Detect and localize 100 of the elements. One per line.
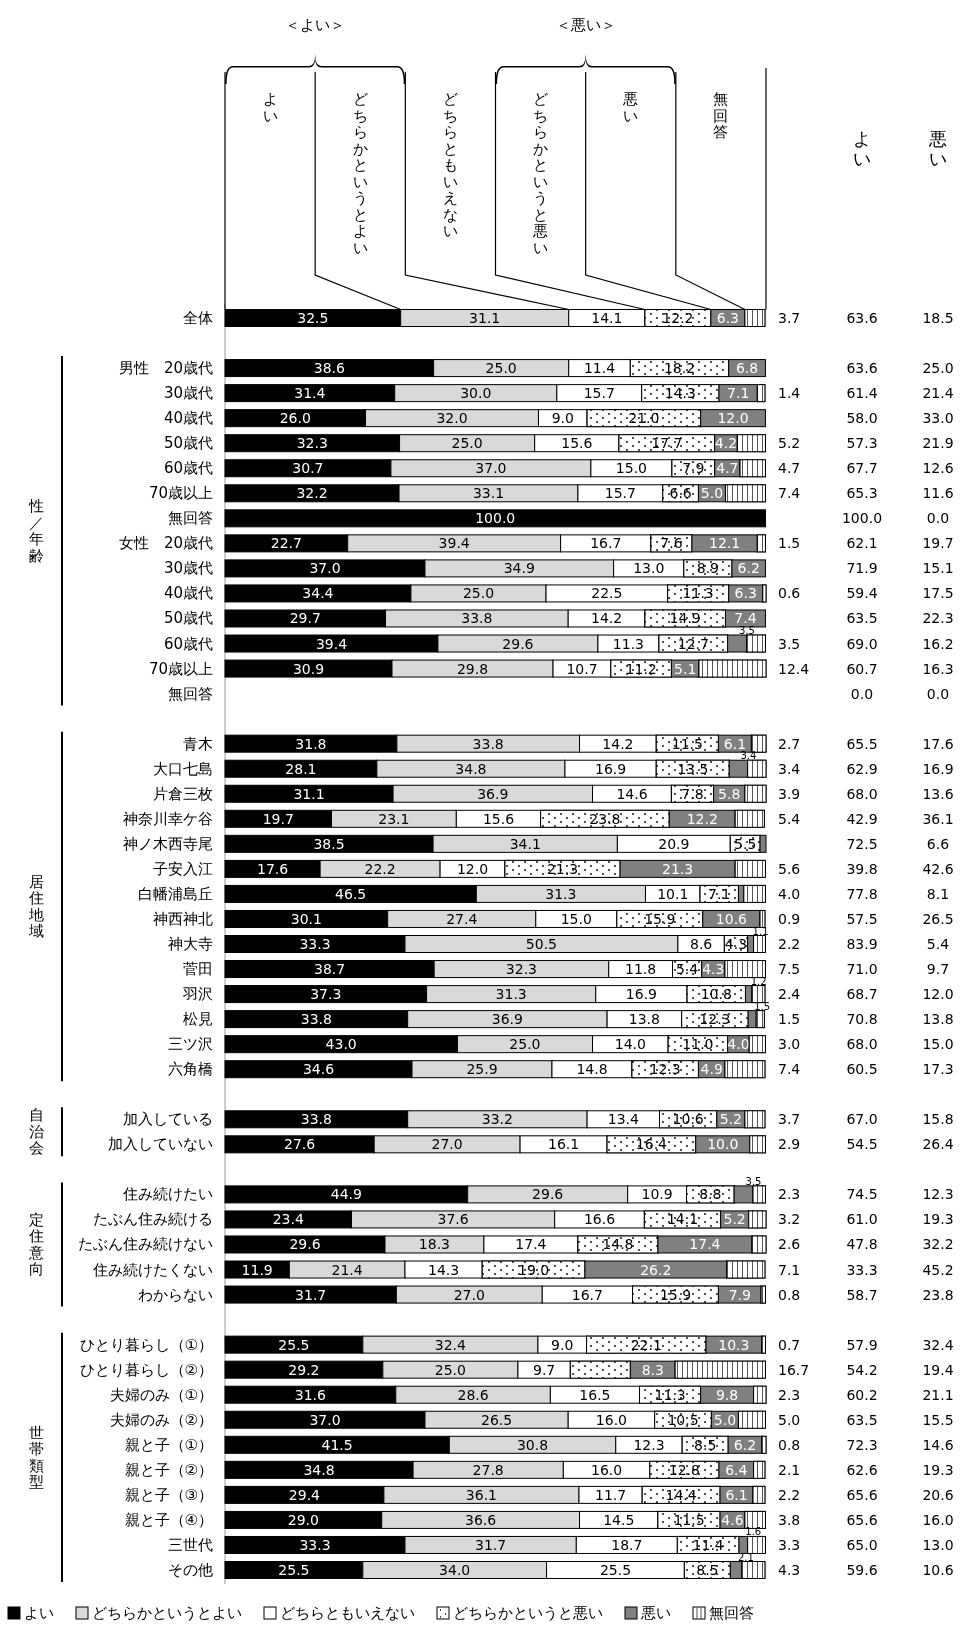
data-label: 2.4 — [778, 986, 801, 1003]
text: 63.5 — [846, 1411, 878, 1428]
data-label: 0.8 — [778, 1286, 801, 1303]
data-label: 25.0 — [485, 360, 517, 377]
data-label: 33.2 — [481, 1111, 513, 1128]
data-label: 22.5 — [591, 585, 623, 602]
data-label: 2.7 — [778, 735, 801, 752]
data-label: 6.4 — [725, 1461, 748, 1478]
data-label: 16.0 — [595, 1411, 628, 1428]
text: 21.1 — [922, 1386, 954, 1403]
data-label: 5.0 — [713, 1411, 737, 1428]
data-label: 3.4 — [740, 750, 757, 762]
data-label: 7.8 — [681, 785, 704, 802]
data-label: 1.4 — [778, 385, 801, 402]
data-label: 37.3 — [310, 986, 342, 1003]
text: 60.7 — [846, 660, 878, 677]
text: 15.8 — [922, 1111, 954, 1128]
data-label: 16.9 — [595, 760, 627, 777]
data-label: 29.4 — [288, 1486, 321, 1503]
y-tick-label: 松見 — [183, 1010, 213, 1029]
text: 65.0 — [846, 1536, 878, 1553]
text: 13.8 — [922, 1011, 954, 1028]
data-label: 12.3 — [649, 1061, 681, 1078]
text: 32.4 — [922, 1336, 954, 1353]
data-label: 0.7 — [778, 1336, 801, 1353]
data-label: 14.2 — [590, 610, 623, 627]
text: 63.6 — [846, 310, 878, 326]
data-label: 8.5 — [694, 1436, 717, 1453]
text: 26.4 — [922, 1136, 954, 1153]
data-label: 10.6 — [672, 1111, 704, 1128]
text: ＜悪い＞ — [555, 16, 616, 34]
data-label: 33.8 — [461, 610, 493, 627]
data-label: 13.4 — [607, 1111, 639, 1128]
y-tick-label: 住み続けたくない — [92, 1260, 213, 1279]
y-tick-label: 全体 — [183, 309, 213, 327]
data-label: 14.2 — [602, 735, 634, 752]
data-label: 14.1 — [591, 310, 623, 326]
data-label: 19.7 — [262, 810, 294, 827]
data-label: 6.3 — [716, 310, 740, 326]
y-tick-label: 神ノ木西寺尾 — [123, 834, 213, 853]
text: 65.6 — [846, 1511, 878, 1528]
text: 74.5 — [846, 1186, 878, 1203]
data-label: 31.8 — [295, 735, 327, 752]
data-label: 3.5 — [778, 635, 801, 652]
text: 22.3 — [922, 610, 954, 627]
data-label: 27.6 — [284, 1136, 316, 1153]
data-label: 33.3 — [299, 936, 331, 952]
data-label: 37.0 — [309, 1411, 341, 1428]
y-tick-label: 加入していない — [108, 1135, 213, 1154]
data-label: 36.9 — [491, 1011, 523, 1028]
data-label: 12.0 — [717, 410, 749, 427]
data-label: 3.5 — [739, 625, 755, 637]
data-label: 6.1 — [723, 735, 747, 752]
data-label: 11.5 — [673, 1511, 705, 1528]
text: 59.4 — [846, 585, 878, 602]
y-tick-label: 夫婦のみ（①） — [109, 1385, 213, 1404]
y-tick-label: 50歳代 — [163, 434, 213, 453]
data-label: 33.8 — [300, 1111, 332, 1128]
data-label: 18.7 — [611, 1536, 643, 1553]
text: 32.2 — [922, 1236, 954, 1253]
data-label: 32.5 — [297, 310, 329, 326]
text: 58.0 — [846, 410, 878, 427]
data-label: 15.6 — [561, 435, 593, 452]
text: 68.0 — [846, 1036, 878, 1053]
data-label: 31.7 — [475, 1536, 507, 1553]
data-label: 11.0 — [682, 1036, 714, 1053]
y-tick-label: 女性 20歳代 — [118, 534, 213, 553]
text: 68.0 — [846, 785, 878, 802]
y-tick-label: 大口七島 — [153, 759, 213, 778]
data-label: 25.0 — [462, 585, 495, 602]
legend-label: どちらかというと悪い — [453, 1604, 603, 1622]
data-label: 0.6 — [778, 585, 801, 602]
data-label: 31.3 — [495, 986, 527, 1003]
text: 15.5 — [922, 1411, 954, 1428]
data-label: 29.8 — [456, 660, 489, 677]
data-label: 1.1 — [752, 925, 769, 937]
data-label: 5.0 — [778, 1411, 801, 1428]
data-label: 1.5 — [778, 535, 801, 552]
data-label: 2.1 — [738, 1551, 754, 1563]
y-tick-label: 50歳代 — [163, 609, 213, 628]
data-label: 50.5 — [525, 936, 558, 952]
data-label: 14.3 — [664, 385, 696, 402]
y-tick-label: 無回答 — [168, 509, 213, 528]
legend-label: 悪い — [640, 1604, 671, 1622]
data-label: 6.2 — [737, 560, 760, 577]
data-label: 17.7 — [651, 435, 683, 452]
data-label: 2.2 — [778, 1486, 801, 1503]
data-label: 14.8 — [576, 1061, 608, 1078]
y-tick-label: 30歳代 — [163, 559, 213, 578]
data-label: 31.4 — [294, 385, 326, 402]
category-label: よい — [853, 128, 871, 169]
data-label: 29.2 — [288, 1361, 320, 1378]
data-label: 25.0 — [451, 435, 483, 452]
data-label: 12.3 — [699, 1011, 731, 1028]
data-label: 25.0 — [434, 1361, 466, 1378]
text: 63.6 — [846, 360, 878, 377]
text: 72.3 — [846, 1436, 878, 1453]
data-label: 16.9 — [625, 986, 658, 1003]
y-tick-label: 子安入江 — [153, 859, 213, 878]
data-label: 12.2 — [686, 810, 718, 827]
